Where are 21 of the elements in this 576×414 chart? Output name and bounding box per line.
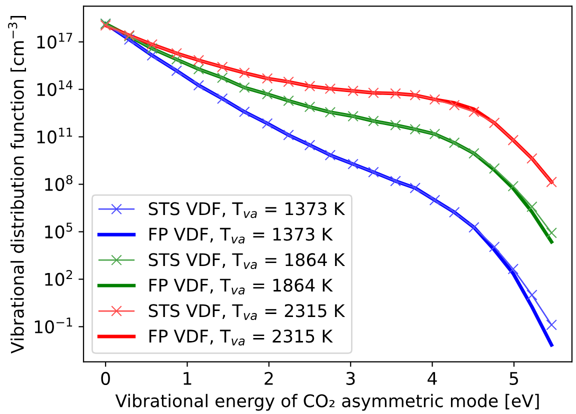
legend-label: STS VDF, T$_{va}$ = 2315 K bbox=[148, 304, 346, 320]
x-tick-label: 5 bbox=[510, 372, 518, 385]
legend-label: STS VDF, T$_{va}$ = 1373 K bbox=[148, 202, 346, 218]
legend-label: FP VDF, T$_{va}$ = 2315 K bbox=[149, 330, 333, 346]
x-tick-label: 3 bbox=[346, 372, 355, 385]
legend-label: FP VDF, T$_{va}$ = 1373 K bbox=[149, 228, 333, 244]
x-tick-label: 1 bbox=[184, 372, 192, 385]
y-tick-label: 10$^{17}$ bbox=[37, 32, 72, 49]
y-tick-label: 10$^{2}$ bbox=[45, 270, 72, 286]
legend-label: FP VDF, T$_{va}$ = 1864 K bbox=[149, 278, 333, 295]
x-tick-label: 2 bbox=[264, 372, 273, 385]
y-tick-label: 10$^{5}$ bbox=[45, 222, 72, 238]
x-tick-label: 0 bbox=[101, 372, 110, 385]
y-tick-label: 10$^{14}$ bbox=[37, 80, 72, 96]
y-tick-label: 10$^{8}$ bbox=[45, 175, 72, 191]
y-tick-label: 10$^{11}$ bbox=[37, 128, 72, 144]
y-tick-label: 10$^{−1}$ bbox=[34, 318, 72, 334]
x-axis-title: Vibrational energy of CO₂ asymmetric mode [eV] bbox=[115, 394, 539, 411]
x-tick-label: 4 bbox=[428, 372, 437, 385]
y-axis-title: Vibrational distribution function [cm$^{−3}$] bbox=[8, 16, 26, 354]
legend-label: STS VDF, T$_{va}$ = 1864 K bbox=[148, 253, 346, 270]
